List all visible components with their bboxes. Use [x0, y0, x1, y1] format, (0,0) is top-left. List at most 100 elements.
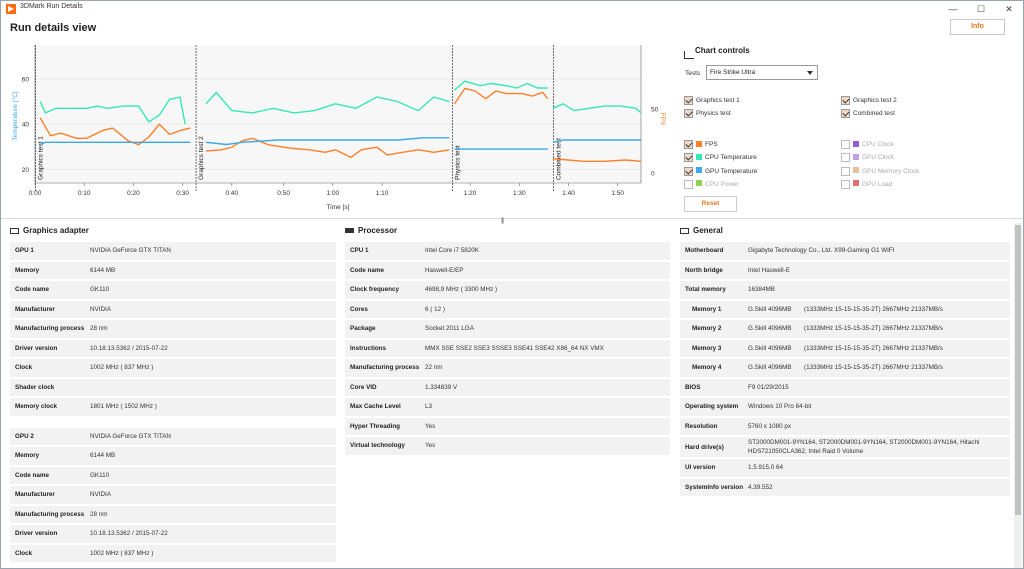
checkbox-metric-3[interactable]: CPU Temperature [684, 153, 757, 163]
checkbox-box[interactable] [841, 179, 850, 189]
checkbox-label: Graphics test 2 [853, 97, 897, 104]
x-tick-label: 1:40 [562, 190, 575, 197]
row-key: Clock [15, 364, 33, 372]
table-row: Clock 1002 MHz ( 837 MHz ) [10, 359, 336, 377]
row-key: Memory 4 [692, 364, 722, 372]
row-value: Socket 2011 LGA [425, 325, 474, 333]
color-swatch-icon [853, 180, 859, 187]
test-marker-label: Physics test [454, 145, 461, 180]
tests-select[interactable]: Fire Strike Ultra [706, 65, 818, 80]
scrollbar-thumb[interactable] [1015, 225, 1021, 515]
checkbox-test-2[interactable]: Graphics test 2 [841, 96, 897, 106]
graphics-adapter-heading: Graphics adapter [10, 226, 336, 240]
checkbox-box[interactable] [841, 96, 850, 105]
table-row: Hyper Threading Yes [345, 417, 670, 435]
table-row: Operating system Windows 10 Pro 64-bit [680, 398, 1010, 416]
row-value: Yes [425, 442, 436, 450]
splitter[interactable] [1, 218, 1023, 222]
vertical-scrollbar[interactable] [1014, 223, 1022, 568]
row-value: 6 ( 12 ) [425, 305, 445, 313]
checkbox-box[interactable] [684, 179, 693, 189]
run-chart[interactable]: 20 40 60 0 50 0:00 0:10 0:20 0:30 0:40 0:50 1:00 1:1… [9, 41, 667, 216]
table-row: Manufacturer NVIDIA [10, 486, 336, 504]
info-button[interactable]: Info [950, 19, 1005, 35]
table-row: Motherboard Gigabyte Technology Co., Ltd.… [680, 242, 1010, 260]
checkbox-label: GPU Memory Clock [862, 167, 920, 175]
checkbox-box[interactable] [684, 153, 693, 163]
table-row: Driver version 10.18.13.5362 / 2015-07-22 [10, 339, 336, 357]
checkbox-metric-1[interactable]: FPS [684, 140, 718, 150]
checkbox-box[interactable] [841, 140, 850, 149]
table-row: Hard drive(s) ST2000DM001-9YN164, ST2000D… [680, 437, 1010, 457]
checkbox-test-4[interactable]: Combined test [841, 109, 895, 119]
checkbox-box[interactable] [684, 140, 693, 149]
series-line-fps [39, 117, 191, 146]
checkbox-box[interactable] [841, 109, 850, 118]
checkbox-label: CPU Temperature [705, 154, 757, 162]
row-value: 16384MB [748, 286, 775, 294]
table-row: Max Cache Level L3 [345, 398, 670, 416]
window-title: 3DMark Run Details [20, 3, 83, 10]
row-key: Manufacturing process [350, 364, 420, 372]
memory-row: Memory 2 G.Skill 4096MB (1333MHz 15-15-15-… [680, 320, 1010, 338]
row-key: Code name [15, 286, 49, 294]
color-swatch-icon [696, 153, 702, 160]
chart-svg: 20 40 60 0 50 0:00 0:10 0:20 0:30 0:40 0:50 1:00 1:1… [11, 45, 666, 211]
gpu2-table: GPU 2 NVIDIA GeForce GTX TITAN Memory 6144 … [10, 426, 336, 565]
table-row: Resolution 5760 x 1080 px [680, 417, 1010, 435]
splitter-grip-icon[interactable]: |||| [501, 218, 504, 224]
minimize-button[interactable]: — [948, 4, 958, 14]
checkbox-box[interactable] [684, 166, 693, 176]
memory-row: Memory 3 G.Skill 4096MB (1333MHz 15-15-15-… [680, 339, 1010, 357]
row-key: Package [350, 325, 376, 333]
test-marker-label: Graphics test 1 [38, 136, 45, 180]
checkbox-label: Graphics test 1 [696, 97, 740, 104]
maximize-button[interactable]: ☐ [976, 4, 986, 14]
checkbox-metric-6[interactable]: GPU Memory Clock [841, 166, 920, 177]
row-key: Driver version [15, 530, 58, 538]
row-key: Clock [15, 549, 33, 557]
table-row: Instructions MMX SSE SSE2 SSE3 SSSE3 SSE4… [345, 339, 670, 357]
row-value: Haswell-E/EP [425, 266, 464, 274]
table-row: Driver version 10.18.13.5362 / 2015-07-22 [10, 525, 336, 543]
row-key: Memory 1 [692, 305, 722, 313]
row-key: Memory [15, 452, 40, 460]
checkbox-label: FPS [705, 141, 718, 148]
row-value: Intel Core i7 5820K [425, 247, 479, 255]
cpu-icon [345, 228, 354, 233]
row-value: NVIDIA GeForce GTX TITAN [90, 247, 171, 255]
checkbox-metric-8[interactable]: GPU Load [841, 179, 892, 190]
checkbox-metric-7[interactable]: CPU Power [684, 179, 739, 190]
table-row: Shader clock [10, 378, 336, 396]
row-value: 1.5.915.0 64 [748, 464, 784, 472]
page-title: Run details view [10, 22, 97, 34]
checkbox-test-1[interactable]: Graphics test 1 [684, 96, 740, 106]
general-title: General [693, 226, 723, 235]
checkbox-test-3[interactable]: Physics test [684, 109, 731, 119]
reset-button[interactable]: Reset [684, 196, 737, 212]
row-value: NVIDIA [90, 305, 111, 313]
row-value: 1801 MHz ( 1502 MHz ) [90, 403, 157, 411]
memory-row: Memory 1 G.Skill 4096MB (1333MHz 15-15-15-… [680, 300, 1010, 318]
row-key: North bridge [685, 266, 723, 274]
checkbox-box[interactable] [684, 96, 693, 105]
close-button[interactable]: ✕ [1005, 4, 1013, 14]
table-row: Clock 1002 MHz ( 837 MHz ) [10, 544, 336, 562]
chart-controls: Chart controls Tests Fire Strike Ultra G… [679, 41, 1009, 216]
checkbox-metric-2[interactable]: CPU Clock [841, 140, 894, 150]
row-value: Gigabyte Technology Co., Ltd. X99-Gaming… [748, 247, 895, 255]
checkbox-metric-5[interactable]: GPU Temperature [684, 166, 757, 177]
app-logo-icon [6, 4, 16, 14]
x-tick-label: 0:50 [277, 190, 290, 197]
checkbox-box[interactable] [841, 166, 850, 176]
graphics-adapter-title: Graphics adapter [23, 226, 89, 235]
checkbox-box[interactable] [684, 109, 693, 118]
table-row: Manufacturing process 22 nm [345, 359, 670, 377]
checkbox-box[interactable] [841, 153, 850, 163]
row-key: Hard drive(s) [685, 443, 724, 451]
row-key: UI version [685, 464, 716, 472]
y-right-axis-label: FPS [659, 113, 666, 126]
row-key: Driver version [15, 344, 58, 352]
checkbox-metric-4[interactable]: GPU Clock [841, 153, 894, 163]
x-tick-label: 1:50 [611, 190, 624, 197]
